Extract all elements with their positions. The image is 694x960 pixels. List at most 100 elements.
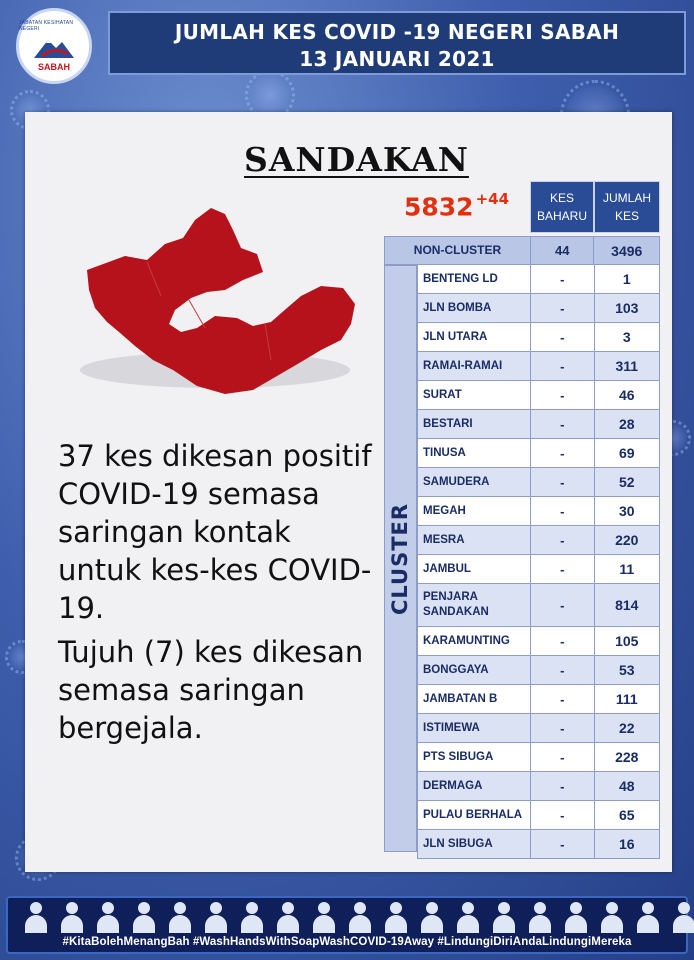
cluster-row: MESRA -220	[417, 526, 660, 555]
cluster-total-cases: 53	[593, 656, 659, 684]
cluster-name: BONGGAYA	[423, 663, 489, 676]
cluster-total-cases: 28	[593, 410, 659, 438]
cluster-name: PENJARA SANDAKAN	[423, 591, 489, 618]
cluster-new-cases: -	[530, 410, 593, 438]
cluster-total-cases: 3	[593, 323, 659, 351]
cluster-total-cases: 11	[593, 555, 659, 583]
sandakan-map-icon	[80, 208, 355, 394]
logo-sabah-text: SABAH	[37, 62, 70, 72]
cluster-row: BONGGAYA -53	[417, 656, 660, 685]
mountain-logo-icon	[34, 40, 74, 58]
cluster-total-cases: 220	[593, 526, 659, 554]
cluster-new-cases: -	[530, 830, 593, 858]
frontliner-icon	[418, 900, 446, 934]
cluster-total-cases: 228	[593, 743, 659, 771]
cluster-name: MEGAH	[423, 504, 466, 517]
frontliner-icon	[238, 900, 266, 934]
cluster-name: MESRA	[423, 533, 465, 546]
cluster-new-cases: -	[530, 801, 593, 829]
cluster-name: JLN BOMBA	[423, 301, 492, 314]
cluster-new-cases: -	[530, 714, 593, 742]
frontliner-icon	[670, 900, 694, 934]
cluster-new-cases: -	[530, 772, 593, 800]
cluster-total-cases: 22	[593, 714, 659, 742]
frontliner-icon	[562, 900, 590, 934]
frontliner-icon	[490, 900, 518, 934]
sabah-health-logo: JABATAN KESIHATAN NEGERI SABAH	[16, 8, 92, 84]
cluster-name: BESTARI	[423, 417, 473, 430]
cluster-new-cases: -	[530, 381, 593, 409]
frontliner-icon	[310, 900, 338, 934]
cluster-row: JLN SIBUGA -16	[417, 830, 660, 859]
cluster-row: SAMUDERA -52	[417, 468, 660, 497]
cluster-row: MEGAH -30	[417, 497, 660, 526]
cluster-row: TINUSA -69	[417, 439, 660, 468]
cluster-row: BENTENG LD -1	[417, 265, 660, 294]
page-header: JUMLAH KES COVID -19 NEGERI SABAH 13 JAN…	[108, 11, 686, 75]
header-date: 13 JANUARI 2021	[299, 47, 495, 71]
column-header-total-label: JUMLAH KES	[602, 191, 651, 223]
cluster-rows: BENTENG LD -1 JLN BOMBA -103 JLN UTARA -3 RAMA…	[384, 265, 660, 859]
description-paragraph-2: Tujuh (7) kes dikesan semasa saringan be…	[58, 635, 364, 745]
cluster-total-cases: 48	[593, 772, 659, 800]
frontliner-icon	[202, 900, 230, 934]
cluster-total-cases: 103	[593, 294, 659, 322]
non-cluster-total: 3496	[593, 237, 659, 264]
frontliner-icon	[94, 900, 122, 934]
cluster-total-cases: 814	[593, 584, 659, 626]
frontliner-icon	[22, 900, 50, 934]
cluster-name: DERMAGA	[423, 779, 483, 792]
frontliner-illustrations	[22, 900, 694, 934]
cluster-new-cases: -	[530, 526, 593, 554]
footer-hashtags: #KitaBolehMenangBah #WashHandsWithSoapWa…	[62, 936, 632, 948]
non-cluster-name: NON-CLUSTER	[413, 243, 502, 257]
cluster-total-cases: 30	[593, 497, 659, 525]
column-header-new-cases: KES BAHARU	[530, 181, 594, 233]
cluster-total-cases: 46	[593, 381, 659, 409]
total-cases: 5832 +44	[404, 190, 510, 221]
total-increase: +44	[475, 190, 510, 208]
non-cluster-row: NON-CLUSTER 44 3496	[384, 236, 660, 265]
cluster-new-cases: -	[530, 743, 593, 771]
cluster-new-cases: -	[530, 685, 593, 713]
description-paragraph-1: 37 kes dikesan positif COVID-19 semasa s…	[58, 439, 372, 625]
cluster-row: PTS SIBUGA -228	[417, 743, 660, 772]
cluster-name: RAMAI-RAMAI	[423, 359, 503, 372]
cluster-total-cases: 111	[593, 685, 659, 713]
cluster-label: CLUSTER	[384, 265, 417, 852]
cluster-new-cases: -	[530, 352, 593, 380]
column-header-new-label: KES BAHARU	[536, 191, 587, 223]
cluster-new-cases: -	[530, 497, 593, 525]
cluster-row: PENJARA SANDAKAN -814	[417, 584, 660, 627]
cluster-row: JLN BOMBA -103	[417, 294, 660, 323]
header-title: JUMLAH KES COVID -19 NEGERI SABAH	[174, 20, 620, 44]
cluster-row: DERMAGA -48	[417, 772, 660, 801]
cluster-new-cases: -	[530, 584, 593, 626]
cluster-total-cases: 1	[593, 265, 659, 293]
non-cluster-new: 44	[529, 237, 594, 264]
district-title: SANDAKAN	[244, 140, 469, 179]
cluster-name: ISTIMEWA	[423, 721, 480, 734]
cluster-total-cases: 311	[593, 352, 659, 380]
cluster-new-cases: -	[530, 468, 593, 496]
cluster-total-cases: 65	[593, 801, 659, 829]
cluster-row: PULAU BERHALA -65	[417, 801, 660, 830]
frontliner-icon	[58, 900, 86, 934]
cluster-row: KARAMUNTING -105	[417, 627, 660, 656]
description: 37 kes dikesan positif COVID-19 semasa s…	[58, 437, 378, 747]
cluster-total-cases: 105	[593, 627, 659, 655]
frontliner-icon	[634, 900, 662, 934]
cluster-new-cases: -	[530, 294, 593, 322]
frontliner-icon	[274, 900, 302, 934]
cluster-row: RAMAI-RAMAI -311	[417, 352, 660, 381]
cluster-name: PTS SIBUGA	[423, 750, 494, 763]
cluster-total-cases: 52	[593, 468, 659, 496]
cluster-new-cases: -	[530, 439, 593, 467]
cluster-row: JAMBUL -11	[417, 555, 660, 584]
footer-banner: #KitaBolehMenangBah #WashHandsWithSoapWa…	[6, 896, 694, 954]
cluster-row: JAMBATAN B -111	[417, 685, 660, 714]
cluster-name: JLN UTARA	[423, 330, 488, 343]
cluster-total-cases: 69	[593, 439, 659, 467]
cluster-name: JAMBUL	[423, 562, 471, 575]
cluster-row: JLN UTARA -3	[417, 323, 660, 352]
